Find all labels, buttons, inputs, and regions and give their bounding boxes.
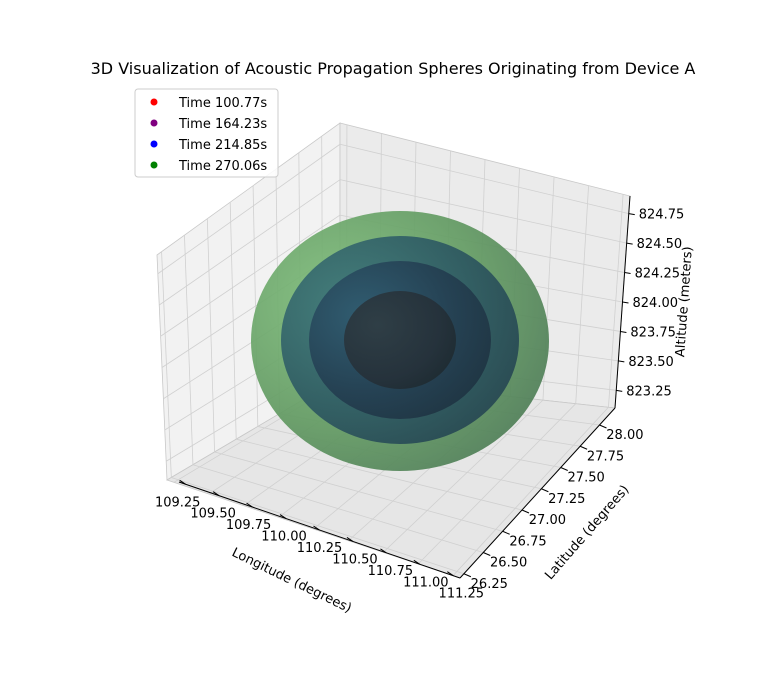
sphere-time-100-77 [344, 291, 456, 389]
z-axis-label: Altitude (meters) [673, 246, 696, 358]
y-tick-label: 27.00 [529, 513, 566, 528]
legend-marker [150, 98, 158, 106]
z-axis-line [614, 195, 631, 409]
z-grid-line [158, 179, 341, 306]
legend-marker [150, 140, 158, 148]
z-tick-label: 824.75 [639, 208, 685, 223]
y-tick-mark [599, 424, 607, 429]
y-tick-mark [502, 530, 510, 535]
y-tick-label: 27.25 [548, 492, 585, 507]
y-grid-line [236, 438, 523, 511]
x-grid-line [417, 403, 576, 565]
z-grid-line [339, 179, 627, 244]
z-tick-mark [626, 242, 633, 245]
legend-box [134, 88, 279, 178]
x-tick-label: 109.75 [226, 518, 272, 533]
z-tick-label: 824.25 [635, 267, 681, 282]
x-grid-line [382, 399, 544, 553]
y-tick-label: 27.75 [587, 449, 624, 464]
z-tick-mark [622, 301, 629, 304]
y-grid-line [192, 464, 484, 553]
z-tick-mark [618, 360, 625, 363]
y-tick-mark [463, 573, 472, 578]
y-tick-mark [579, 445, 588, 450]
x-tick-label: 110.50 [332, 552, 378, 567]
x-tick-label: 109.25 [155, 495, 201, 510]
y-tick-label: 26.75 [509, 534, 546, 549]
legend-label: Time 164.23s [178, 117, 267, 132]
z-tick-label: 823.25 [626, 384, 672, 399]
legend-marker [150, 119, 158, 127]
x-tick-label: 109.50 [190, 507, 236, 522]
legend-label: Time 270.06s [178, 159, 267, 174]
z-tick-label: 824.50 [637, 237, 683, 252]
y-tick-label: 28.00 [606, 428, 643, 443]
x-tick-label: 111.25 [439, 587, 485, 602]
legend-label: Time 100.77s [178, 96, 267, 111]
y-tick-mark [541, 488, 549, 493]
x-tick-label: 110.75 [368, 564, 414, 579]
legend: Time 100.77s Time 164.23s Time 214.85s Time… [134, 88, 279, 178]
z-tick-label: 823.50 [628, 355, 674, 370]
y-tick-mark [483, 552, 491, 556]
y-axis-ticks: 26.25 26.50 26.75 27.00 27.25 27.50 27.75 28.00 [459, 407, 644, 592]
legend-marker [150, 161, 158, 169]
z-tick-mark [616, 389, 623, 392]
z-tick-mark [620, 330, 627, 333]
y-tick-mark [560, 467, 568, 471]
sphere-group [251, 211, 549, 471]
y-tick-label: 26.25 [471, 577, 508, 592]
chart-title: 3D Visualization of Acoustic Propagation… [91, 59, 696, 78]
x-tick-label: 110.00 [261, 530, 307, 545]
y-tick-mark [521, 509, 530, 514]
y-tick-label: 26.50 [490, 556, 527, 571]
z-tick-label: 824.00 [633, 296, 679, 311]
x-tick-label: 110.25 [297, 541, 343, 556]
z-grid-line [339, 143, 629, 215]
y-grid-line [214, 451, 503, 532]
z-axis-ticks: 823.25 823.50 823.75 824.00 824.25 824.50 824.… [614, 195, 685, 409]
x-grid-line [452, 407, 609, 576]
y-tick-label: 27.50 [568, 471, 605, 486]
z-tick-label: 823.75 [630, 325, 676, 340]
x-axis-ticks: 109.25109.50109.75110.00110.25110.50110.… [155, 479, 485, 602]
x-tick-label: 111.00 [403, 575, 449, 590]
legend-label: Time 214.85s [178, 138, 267, 153]
x-axis-line [178, 481, 461, 579]
y-grid-line [171, 477, 465, 575]
z-grid-line [160, 214, 341, 337]
z-grid-line [157, 143, 341, 275]
z-tick-mark [628, 213, 635, 216]
z-tick-mark [624, 272, 631, 275]
y-axis-line [459, 407, 616, 579]
